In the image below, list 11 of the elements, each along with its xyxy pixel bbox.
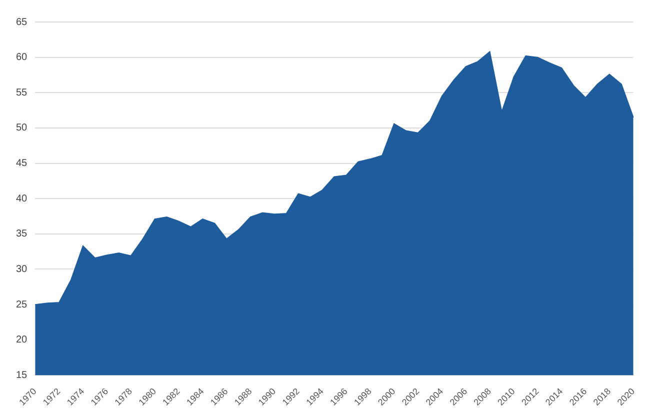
y-tick-label: 30 — [16, 264, 28, 275]
y-tick-label: 50 — [16, 122, 28, 134]
y-tick-label: 15 — [16, 370, 28, 381]
y-tick-label: 55 — [16, 87, 28, 98]
y-tick-label: 45 — [16, 158, 28, 170]
y-tick-label: 65 — [16, 16, 28, 28]
y-tick-label: 40 — [16, 193, 28, 204]
y-tick-label: 25 — [16, 299, 28, 310]
y-tick-label: 60 — [16, 52, 28, 64]
y-tick-label: 20 — [16, 334, 28, 346]
y-tick-label: 35 — [16, 228, 28, 240]
